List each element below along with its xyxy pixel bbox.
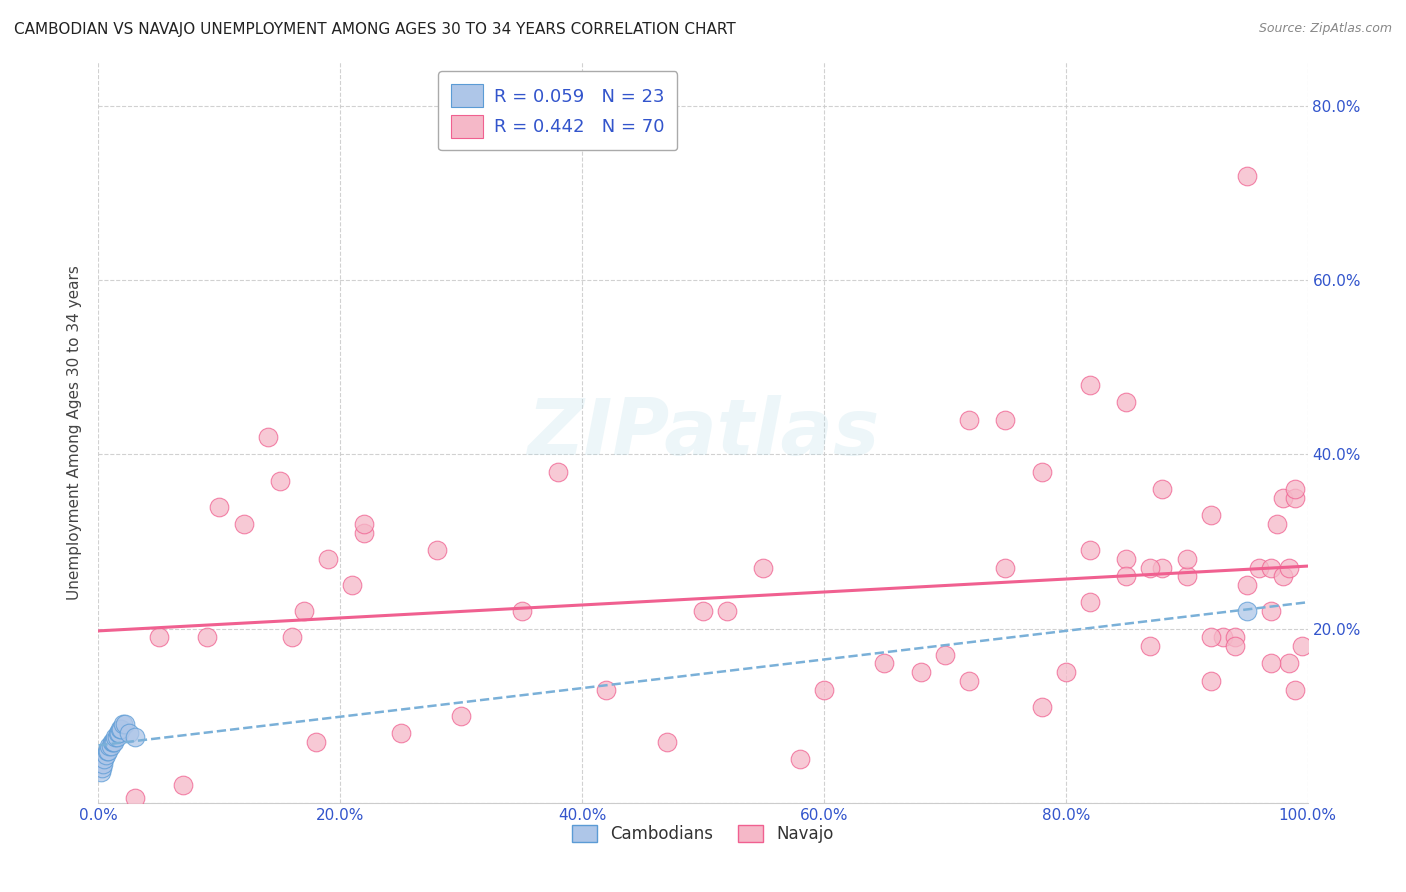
- Point: [94, 747, 117, 762]
- Point: [172, 778, 194, 792]
- Point: [195, 630, 218, 644]
- Point: [934, 648, 956, 662]
- Point: [1291, 639, 1313, 653]
- Point: [547, 465, 569, 479]
- Point: [692, 604, 714, 618]
- Point: [957, 673, 980, 688]
- Point: [1175, 569, 1198, 583]
- Point: [1031, 700, 1053, 714]
- Point: [1078, 543, 1101, 558]
- Point: [910, 665, 932, 680]
- Point: [752, 560, 775, 574]
- Point: [1223, 630, 1246, 644]
- Point: [1078, 595, 1101, 609]
- Point: [1223, 639, 1246, 653]
- Point: [957, 412, 980, 426]
- Point: [1199, 630, 1222, 644]
- Point: [1284, 482, 1306, 496]
- Point: [450, 708, 472, 723]
- Point: [1078, 377, 1101, 392]
- Point: [124, 731, 146, 745]
- Point: [108, 722, 131, 736]
- Point: [873, 657, 896, 671]
- Point: [1199, 673, 1222, 688]
- Point: [292, 604, 315, 618]
- Point: [256, 430, 278, 444]
- Point: [269, 474, 291, 488]
- Point: [1175, 552, 1198, 566]
- Point: [316, 552, 339, 566]
- Point: [994, 412, 1017, 426]
- Point: [101, 735, 124, 749]
- Point: [1031, 465, 1053, 479]
- Point: [1260, 657, 1282, 671]
- Point: [103, 735, 125, 749]
- Point: [1236, 604, 1258, 618]
- Point: [595, 682, 617, 697]
- Point: [232, 517, 254, 532]
- Point: [1139, 560, 1161, 574]
- Point: [1152, 482, 1174, 496]
- Point: [104, 731, 127, 745]
- Legend: Cambodians, Navajo: Cambodians, Navajo: [565, 819, 841, 850]
- Point: [426, 543, 449, 558]
- Point: [110, 722, 132, 736]
- Point: [1260, 604, 1282, 618]
- Point: [91, 756, 114, 771]
- Point: [1115, 552, 1137, 566]
- Point: [353, 517, 375, 532]
- Point: [1212, 630, 1234, 644]
- Point: [655, 735, 678, 749]
- Point: [96, 743, 118, 757]
- Point: [994, 560, 1017, 574]
- Text: CAMBODIAN VS NAVAJO UNEMPLOYMENT AMONG AGES 30 TO 34 YEARS CORRELATION CHART: CAMBODIAN VS NAVAJO UNEMPLOYMENT AMONG A…: [14, 22, 735, 37]
- Point: [124, 791, 146, 805]
- Point: [1249, 560, 1271, 574]
- Point: [342, 578, 364, 592]
- Point: [716, 604, 738, 618]
- Point: [353, 525, 375, 540]
- Point: [97, 743, 120, 757]
- Point: [1139, 639, 1161, 653]
- Point: [114, 717, 136, 731]
- Point: [389, 726, 412, 740]
- Point: [1284, 491, 1306, 505]
- Point: [1115, 395, 1137, 409]
- Point: [1236, 578, 1258, 592]
- Point: [100, 735, 122, 749]
- Y-axis label: Unemployment Among Ages 30 to 34 years: Unemployment Among Ages 30 to 34 years: [67, 265, 83, 600]
- Point: [1054, 665, 1077, 680]
- Point: [1267, 517, 1289, 532]
- Point: [98, 739, 121, 754]
- Point: [1278, 657, 1301, 671]
- Point: [91, 761, 114, 775]
- Point: [208, 500, 231, 514]
- Point: [1236, 169, 1258, 183]
- Text: ZIPatlas: ZIPatlas: [527, 394, 879, 471]
- Point: [111, 717, 134, 731]
- Point: [107, 726, 129, 740]
- Point: [1272, 491, 1295, 505]
- Point: [510, 604, 533, 618]
- Point: [789, 752, 811, 766]
- Point: [90, 765, 112, 780]
- Point: [105, 731, 128, 745]
- Point: [1115, 569, 1137, 583]
- Point: [813, 682, 835, 697]
- Point: [281, 630, 304, 644]
- Point: [118, 726, 141, 740]
- Point: [305, 735, 328, 749]
- Point: [100, 739, 122, 754]
- Point: [1152, 560, 1174, 574]
- Point: [93, 752, 115, 766]
- Point: [1272, 569, 1295, 583]
- Text: Source: ZipAtlas.com: Source: ZipAtlas.com: [1258, 22, 1392, 36]
- Point: [1278, 560, 1301, 574]
- Point: [1199, 508, 1222, 523]
- Point: [1284, 682, 1306, 697]
- Point: [108, 726, 131, 740]
- Point: [1260, 560, 1282, 574]
- Point: [148, 630, 170, 644]
